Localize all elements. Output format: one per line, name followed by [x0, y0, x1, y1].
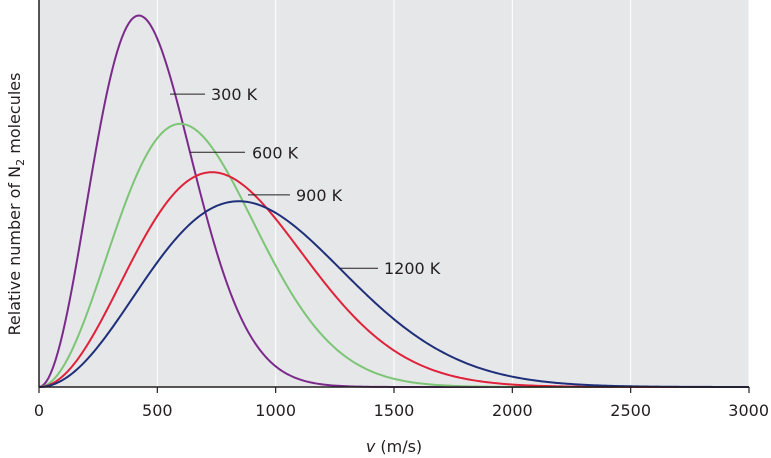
y-axis-title-prefix: Relative number of N: [5, 166, 24, 336]
x-tick-label-3000: 3000: [728, 401, 769, 420]
x-tick-label-1500: 1500: [374, 401, 415, 420]
series-label-300-k: 300 K: [211, 85, 258, 104]
x-axis-title: v (m/s): [366, 437, 422, 456]
x-tick-label-0: 0: [34, 401, 44, 420]
axes: 0 500 1000 1500 2000 2500 3000: [34, 0, 769, 420]
x-axis-title-unit: (m/s): [375, 437, 422, 456]
x-tick-label-500: 500: [142, 401, 173, 420]
y-axis-title-subscript: 2: [14, 159, 27, 166]
x-tick-label-2500: 2500: [610, 401, 651, 420]
y-axis-title: Relative number of N2 molecules: [5, 73, 27, 336]
x-tick-label-1000: 1000: [255, 401, 296, 420]
series-label-1200-k: 1200 K: [384, 259, 441, 278]
grid-lines: [156, 0, 750, 387]
series-label-600-k: 600 K: [252, 143, 299, 162]
series-label-900-k: 900 K: [296, 186, 343, 205]
series-labels: 300 K 600 K 900 K 1200 K: [170, 85, 441, 278]
x-axis-title-variable: v: [366, 437, 376, 456]
y-axis-title-suffix: molecules: [5, 73, 24, 159]
x-tick-label-2000: 2000: [492, 401, 533, 420]
